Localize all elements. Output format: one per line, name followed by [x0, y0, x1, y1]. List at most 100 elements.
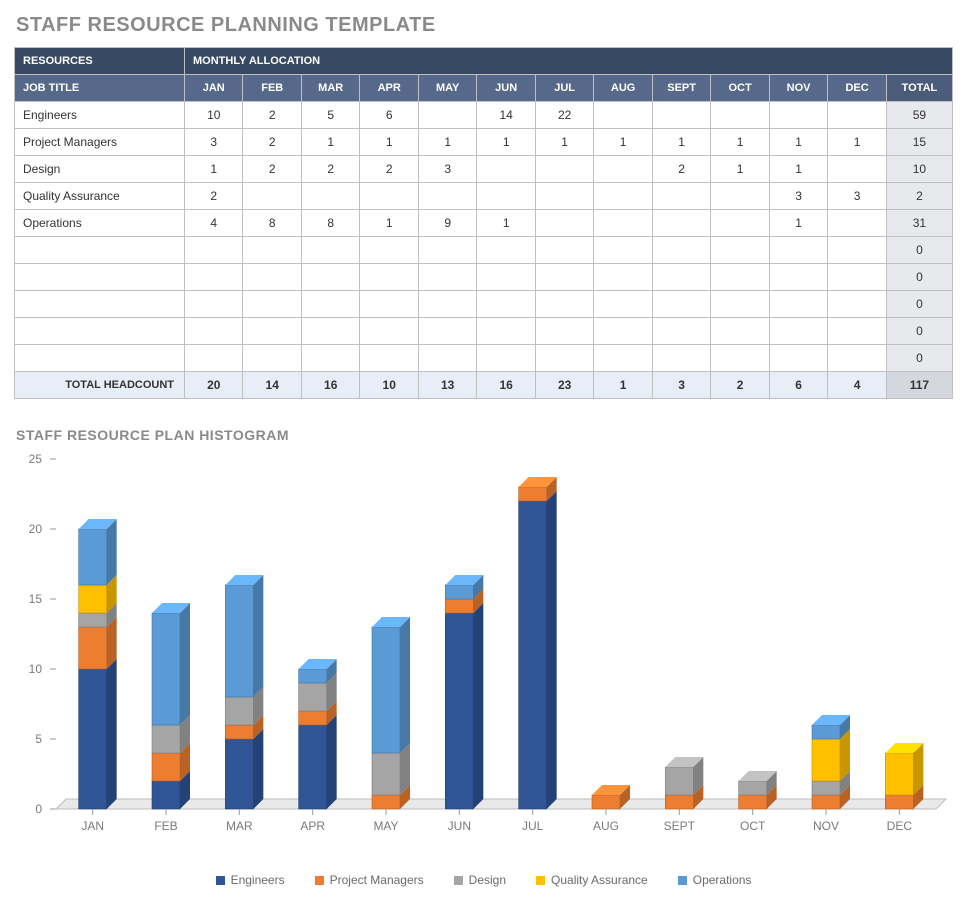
- x-tick-label: JUN: [448, 819, 471, 833]
- col-aug: AUG: [594, 75, 652, 102]
- x-tick-label: JAN: [81, 819, 104, 833]
- x-tick-label: SEPT: [664, 819, 695, 833]
- histogram-chart: 0510152025JANFEBMARAPRMAYJUNJULAUGSEPTOC…: [14, 449, 954, 869]
- table-body: Engineers10256142259Project Managers3211…: [15, 102, 953, 399]
- cell-val: [535, 318, 593, 345]
- cell-val: [594, 237, 652, 264]
- cell-val: [652, 264, 710, 291]
- footer-label: TOTAL HEADCOUNT: [15, 372, 185, 399]
- cell-job: [15, 237, 185, 264]
- x-tick-label: NOV: [813, 819, 839, 833]
- footer-val: 3: [652, 372, 710, 399]
- cell-val: [418, 291, 476, 318]
- cell-val: 1: [418, 129, 476, 156]
- cell-total: 0: [886, 291, 952, 318]
- cell-val: 8: [301, 210, 359, 237]
- cell-val: [360, 264, 418, 291]
- cell-val: 1: [535, 129, 593, 156]
- col-dec: DEC: [828, 75, 887, 102]
- cell-val: [477, 345, 535, 372]
- legend-swatch: [678, 876, 687, 885]
- cell-val: [594, 210, 652, 237]
- y-tick-label: 15: [14, 592, 42, 606]
- cell-val: 1: [828, 129, 887, 156]
- cell-val: 10: [185, 102, 243, 129]
- cell-val: 2: [301, 156, 359, 183]
- cell-val: [652, 291, 710, 318]
- footer-val: 10: [360, 372, 418, 399]
- cell-val: [360, 318, 418, 345]
- cell-val: 4: [185, 210, 243, 237]
- cell-val: [477, 318, 535, 345]
- cell-val: [360, 291, 418, 318]
- cell-val: [535, 345, 593, 372]
- table-row: Operations488191131: [15, 210, 953, 237]
- cell-val: [652, 345, 710, 372]
- cell-val: [535, 156, 593, 183]
- cell-val: [769, 318, 827, 345]
- col-jun: JUN: [477, 75, 535, 102]
- cell-val: 1: [769, 210, 827, 237]
- cell-val: 2: [185, 183, 243, 210]
- cell-val: [418, 264, 476, 291]
- cell-val: [594, 345, 652, 372]
- chart-legend: EngineersProject ManagersDesignQuality A…: [14, 873, 953, 887]
- legend-item: Design: [454, 873, 506, 887]
- cell-val: 9: [418, 210, 476, 237]
- cell-val: [594, 318, 652, 345]
- cell-val: 8: [243, 210, 301, 237]
- legend-label: Project Managers: [330, 873, 424, 887]
- cell-val: 2: [243, 156, 301, 183]
- y-tick-label: 25: [14, 452, 42, 466]
- cell-val: [711, 210, 769, 237]
- cell-val: [243, 318, 301, 345]
- col-total: TOTAL: [886, 75, 952, 102]
- footer-val: 20: [185, 372, 243, 399]
- cell-job: Project Managers: [15, 129, 185, 156]
- chart-title: STAFF RESOURCE PLAN HISTOGRAM: [16, 427, 953, 443]
- footer-val: 6: [769, 372, 827, 399]
- cell-val: [828, 318, 887, 345]
- cell-total: 10: [886, 156, 952, 183]
- x-tick-label: JUL: [522, 819, 543, 833]
- cell-val: [828, 210, 887, 237]
- cell-val: [301, 237, 359, 264]
- cell-val: [769, 102, 827, 129]
- cell-total: 0: [886, 318, 952, 345]
- cell-val: [828, 156, 887, 183]
- cell-val: [477, 156, 535, 183]
- col-job-title: JOB TITLE: [15, 75, 185, 102]
- cell-val: [301, 291, 359, 318]
- cell-val: [477, 183, 535, 210]
- legend-swatch: [216, 876, 225, 885]
- col-sept: SEPT: [652, 75, 710, 102]
- cell-val: [828, 345, 887, 372]
- table-row: Design1222321110: [15, 156, 953, 183]
- cell-val: [535, 291, 593, 318]
- cell-val: [477, 264, 535, 291]
- cell-val: [185, 237, 243, 264]
- cell-val: [418, 345, 476, 372]
- allocation-table: RESOURCES MONTHLY ALLOCATION JOB TITLEJA…: [14, 47, 953, 399]
- cell-val: [477, 291, 535, 318]
- footer-val: 16: [477, 372, 535, 399]
- legend-swatch: [454, 876, 463, 885]
- cell-val: [828, 237, 887, 264]
- cell-val: [711, 102, 769, 129]
- legend-item: Quality Assurance: [536, 873, 648, 887]
- table-row: 0: [15, 318, 953, 345]
- table-row: 0: [15, 264, 953, 291]
- x-tick-label: DEC: [887, 819, 912, 833]
- cell-val: [828, 291, 887, 318]
- cell-job: Operations: [15, 210, 185, 237]
- footer-val: 4: [828, 372, 887, 399]
- cell-val: [652, 183, 710, 210]
- cell-val: [535, 264, 593, 291]
- col-mar: MAR: [301, 75, 359, 102]
- cell-val: 22: [535, 102, 593, 129]
- table-row: 0: [15, 345, 953, 372]
- cell-val: [185, 345, 243, 372]
- footer-val: 13: [418, 372, 476, 399]
- footer-val: 1: [594, 372, 652, 399]
- cell-val: [652, 102, 710, 129]
